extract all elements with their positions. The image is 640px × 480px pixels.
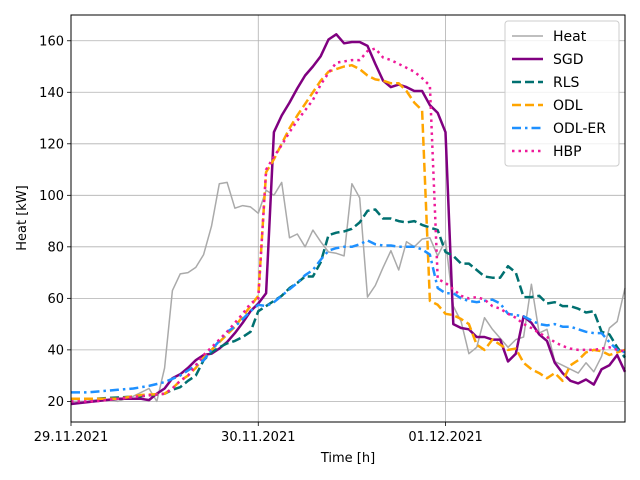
- plot-lines: [70, 33, 627, 406]
- y-tick-label: 40: [47, 343, 64, 358]
- series-line-odl-er: [71, 239, 626, 394]
- axis-ticks: 29.11.2021 30.11.2021 01.12.2021 20 40 60 80 10…: [34, 34, 483, 445]
- legend-label-odl: ODL: [553, 98, 583, 114]
- y-tick-label: 60: [47, 292, 64, 307]
- y-tick-label: 100: [39, 189, 64, 204]
- legend-label-hbp: HBP: [553, 144, 582, 160]
- x-tick-label: 01.12.2021: [408, 430, 482, 445]
- legend: Heat SGD RLS ODL ODL-ER HBP: [504, 20, 620, 167]
- x-tick-label: 30.11.2021: [221, 430, 295, 445]
- y-tick-label: 20: [47, 395, 64, 410]
- x-tick-label: 29.11.2021: [34, 430, 108, 445]
- y-axis-label: Heat [kW]: [15, 185, 30, 251]
- x-axis-label: Time [h]: [320, 451, 375, 466]
- plot-frame: [70, 14, 626, 423]
- y-tick-label: 160: [39, 34, 64, 49]
- y-tick-label: 120: [39, 137, 64, 152]
- series-line-hbp: [71, 47, 626, 403]
- y-tick-label: 80: [47, 240, 64, 255]
- y-tick-label: 140: [39, 86, 64, 101]
- series-line-rls: [71, 208, 626, 401]
- legend-label-odl-er: ODL-ER: [553, 121, 606, 137]
- legend-label-sgd: SGD: [553, 52, 584, 68]
- legend-label-rls: RLS: [553, 75, 580, 91]
- legend-box: [504, 20, 620, 167]
- legend-label-heat: Heat: [553, 29, 587, 45]
- series-line-sgd: [70, 33, 627, 406]
